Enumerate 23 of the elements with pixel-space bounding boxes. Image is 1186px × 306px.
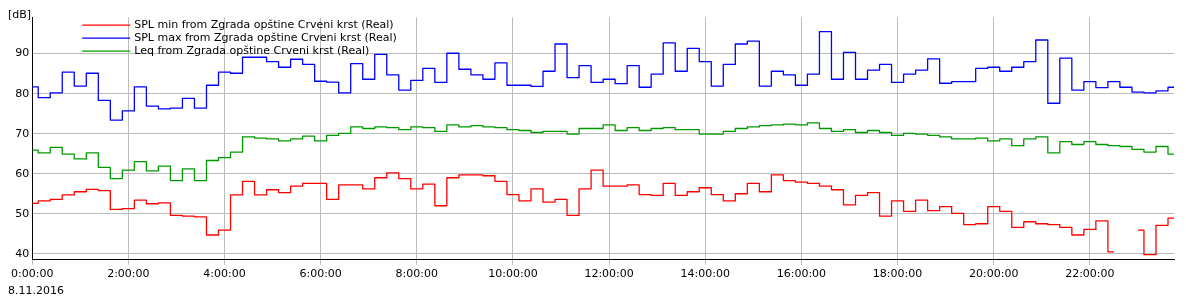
legend-label: SPL min from Zgrada opštine Crveni krst (Real) bbox=[134, 17, 394, 31]
x-tick-label: 8:00:00 bbox=[395, 267, 439, 281]
x-tick-label: 18:00:00 bbox=[872, 267, 923, 281]
x-tick-label: 12:00:00 bbox=[584, 267, 634, 281]
x-tick-label: 14:00:00 bbox=[680, 267, 730, 281]
x-tick-label: 20:00:00 bbox=[969, 267, 1019, 281]
x-axis-title: 8.11.2016 bbox=[8, 284, 64, 298]
y-tick-label: 90 bbox=[15, 46, 30, 60]
y-tick-label: 50 bbox=[15, 206, 30, 220]
legend-label: SPL max from Zgrada opštine Crveni krst (Real) bbox=[134, 30, 397, 44]
legend-label: Leq from Zgrada opštine Crveni krst (Real) bbox=[134, 43, 370, 57]
x-tick-label: 22:00:00 bbox=[1065, 267, 1115, 281]
y-axis-title: [dB] bbox=[8, 8, 32, 22]
x-tick-label: 2:00:00 bbox=[107, 267, 150, 281]
x-tick-label: 4:00:00 bbox=[203, 267, 246, 281]
x-tick-label: 10:00:00 bbox=[488, 267, 538, 281]
y-tick-label: 40 bbox=[15, 246, 30, 260]
x-tick-label: 0:00:00 bbox=[11, 267, 54, 281]
x-tick-label: 6:00:00 bbox=[299, 267, 342, 281]
y-tick-label: 70 bbox=[15, 126, 30, 140]
y-tick-label: 60 bbox=[15, 166, 30, 180]
x-tick-label: 16:00:00 bbox=[776, 267, 827, 281]
y-tick-label: 80 bbox=[15, 86, 30, 100]
